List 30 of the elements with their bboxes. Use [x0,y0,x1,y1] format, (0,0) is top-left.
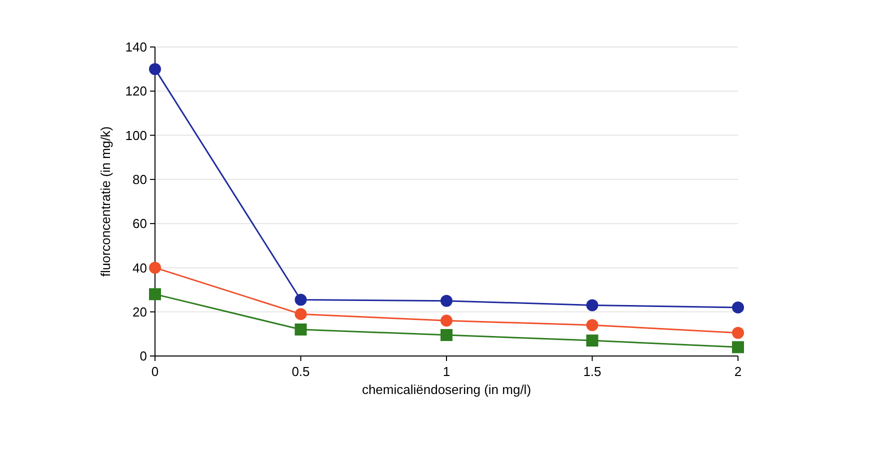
point [732,326,744,339]
y-tick-label: 100 [125,128,147,143]
point [294,324,307,336]
point [586,334,598,347]
y-tick-label: 80 [132,172,147,187]
x-axis-title: chemicaliëndosering (in mg/l) [362,382,532,397]
point [586,319,598,332]
point [440,314,452,327]
point [149,63,161,76]
point [149,262,161,274]
point [149,288,161,300]
x-tick-label: 2 [734,364,742,379]
y-tick-label: 60 [132,216,147,232]
point [440,294,452,307]
point [732,301,744,314]
y-tick-label: 0 [140,348,147,364]
point [586,299,598,312]
x-tick-label: 1 [442,364,450,379]
y-tick-label: 140 [125,40,147,55]
point [440,329,452,342]
x-tick-label: 0 [151,364,159,379]
y-tick-label: 40 [132,260,147,276]
point [732,341,744,354]
x-tick-label: 0.5 [292,364,310,379]
x-tick-label: 1.5 [583,364,602,379]
point [294,308,307,320]
y-axis-title: fluorconcentratie (in mg/k) [98,126,113,277]
y-tick-label: 20 [132,304,147,320]
y-tick-label: 120 [125,84,147,99]
point [294,294,307,306]
